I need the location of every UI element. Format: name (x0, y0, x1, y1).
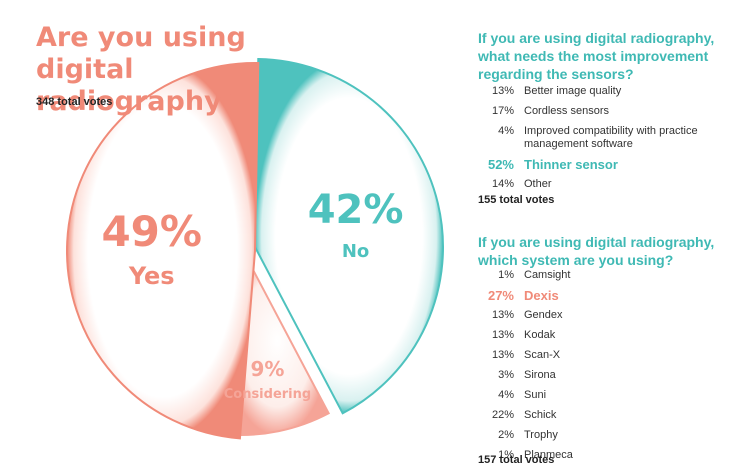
answer-label: Thinner sensor (524, 157, 618, 172)
answer-label: Suni (524, 389, 547, 401)
answer-label: Gendex (524, 309, 563, 321)
answer-label: Kodak (524, 329, 556, 341)
answer-row: 27% Dexis (478, 286, 728, 306)
answer-percent: 2% (498, 429, 514, 441)
pie-chart: 42% No 9% Considering 49% Yes (66, 58, 444, 440)
answer-percent: 14% (491, 178, 514, 190)
answer-row: 14% Other (478, 175, 728, 195)
systems-answer-list: 1% Camsight 27% Dexis 13% Gendex 13% Kodak 13% Sc… (478, 266, 728, 466)
pie-slice-percent-no: 42% (308, 187, 404, 233)
systems-question-title: If you are using digital radiography, wh… (478, 234, 715, 268)
pie-slice-label-yes: Yes (128, 262, 175, 290)
answer-row: 52% Thinner sensor (478, 155, 728, 175)
sensors-total-votes: 155 total votes (478, 194, 555, 206)
answer-label: Planmeca (524, 449, 573, 461)
sensors-question-title: If you are using digital radiography, wh… (478, 30, 715, 82)
answer-percent: 1% (498, 269, 514, 281)
answer-percent: 4% (498, 125, 514, 137)
answer-label: Other (524, 178, 552, 190)
answer-label: Better image quality (524, 85, 622, 97)
answer-percent: 17% (491, 105, 514, 117)
answer-percent: 13% (491, 349, 514, 361)
answer-row: 1% Camsight (478, 266, 728, 286)
pie-slice-label-no: No (342, 241, 369, 262)
answer-percent: 22% (491, 409, 514, 421)
pie-slice-percent-considering: 9% (250, 357, 284, 381)
sensors-answer-list: 13% Better image quality 17% Cordless senso… (478, 82, 728, 195)
answer-row: 13% Gendex (478, 306, 728, 326)
answer-percent: 1% (498, 449, 514, 461)
pie-slice-yes (66, 62, 260, 440)
pie-slice-percent-yes: 49% (101, 207, 202, 256)
answer-row: 22% Schick (478, 406, 728, 426)
answer-percent: 3% (498, 369, 514, 381)
answer-label: Scan-X (524, 349, 561, 361)
answer-row: 2% Trophy (478, 426, 728, 446)
answer-label: Sirona (524, 369, 556, 381)
total-votes: 348 total votes (36, 96, 113, 108)
answer-row: 13% Better image quality (478, 82, 728, 102)
answer-row: 13% Kodak (478, 326, 728, 346)
answer-row: 13% Scan-X (478, 346, 728, 366)
answer-label: Improved compatibility with practice man… (524, 125, 698, 150)
answer-row: 1% Planmeca (478, 446, 728, 466)
answer-percent: 4% (498, 389, 514, 401)
answer-label: Dexis (524, 288, 559, 303)
answer-row: 3% Sirona (478, 366, 728, 386)
answer-percent: 13% (491, 309, 514, 321)
answer-label: Trophy (524, 429, 558, 441)
answer-label: Schick (524, 409, 557, 421)
answer-percent: 27% (487, 288, 514, 303)
answer-row: 4% Improved compatibility with practice m… (478, 122, 728, 155)
answer-label: Camsight (524, 269, 571, 281)
answer-label: Cordless sensors (524, 105, 609, 117)
answer-row: 4% Suni (478, 386, 728, 406)
answer-percent: 52% (487, 157, 514, 172)
answer-percent: 13% (491, 85, 514, 97)
pie-slice-label-considering: Considering (224, 387, 311, 402)
answer-percent: 13% (491, 329, 514, 341)
pie-slice-no (253, 58, 444, 415)
answer-row: 17% Cordless sensors (478, 102, 728, 122)
page-title: Are you using digital radiography? (36, 22, 246, 117)
systems-total-votes: 157 total votes (478, 454, 555, 466)
